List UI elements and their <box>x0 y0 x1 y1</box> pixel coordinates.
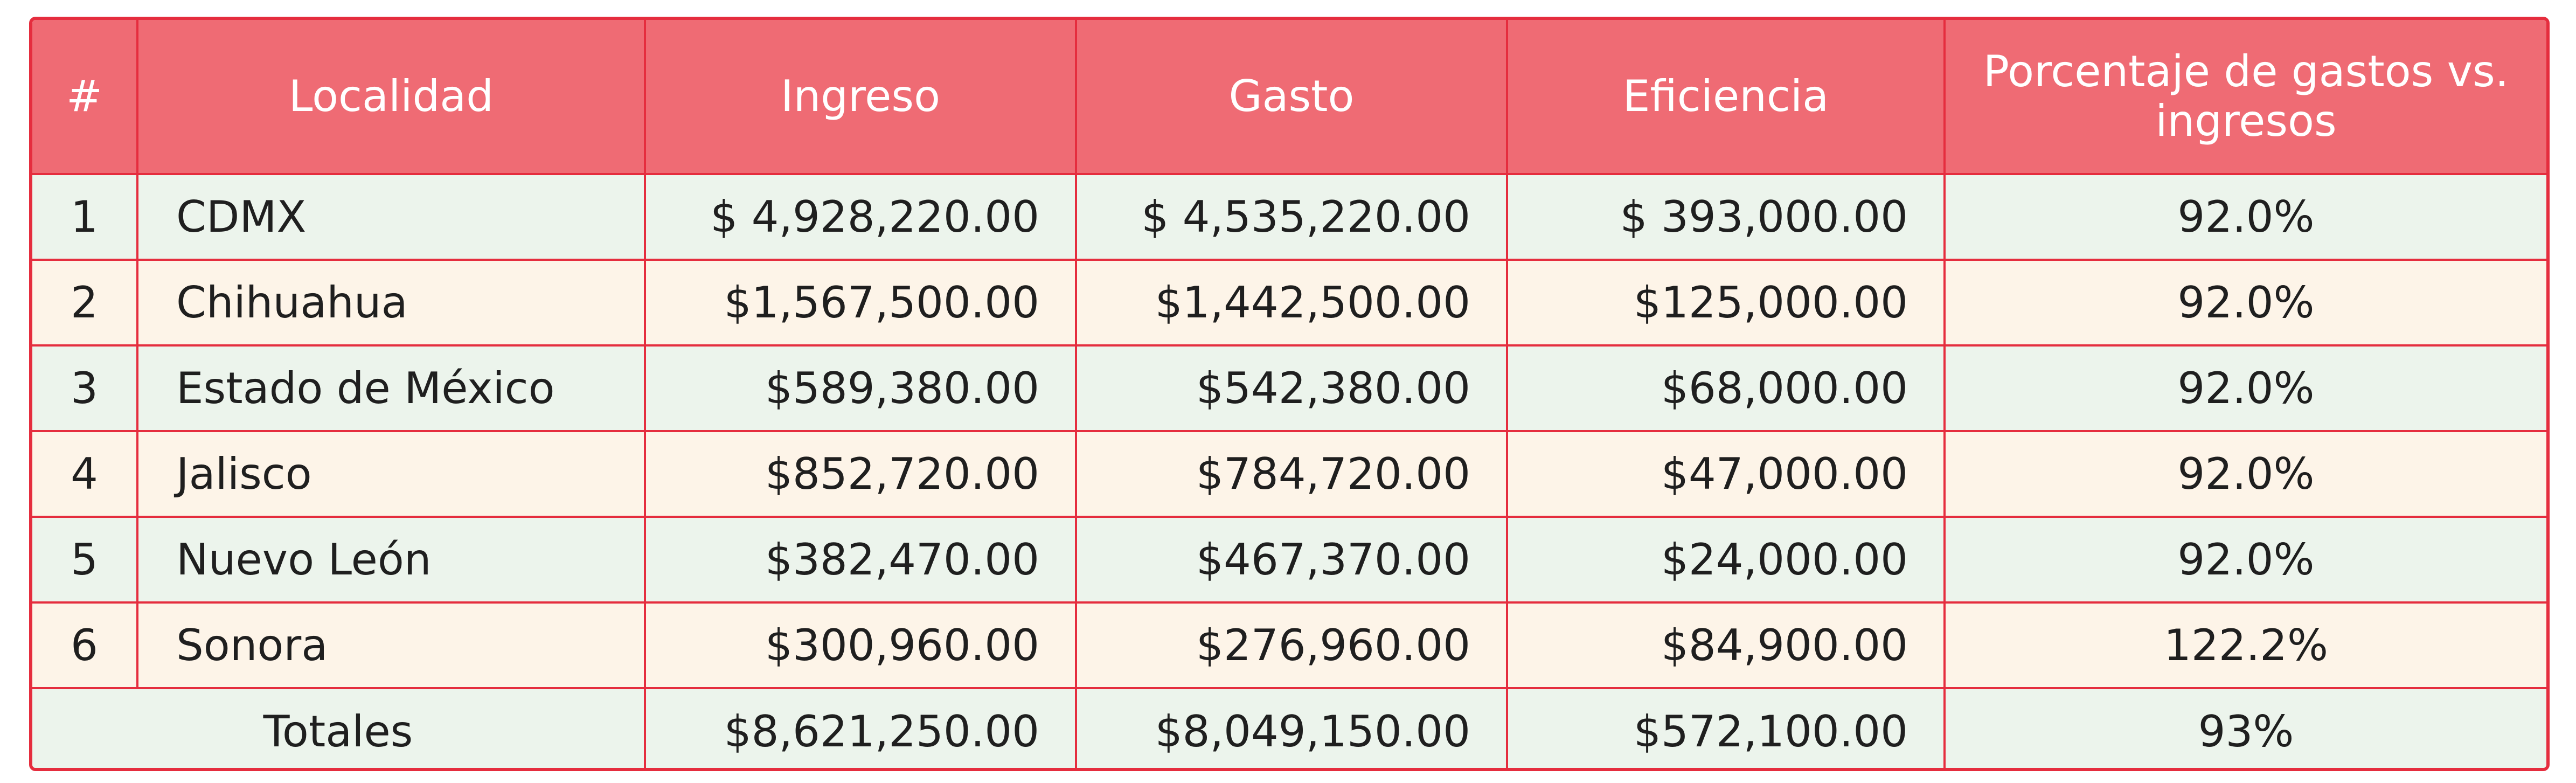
header-gasto: Gasto <box>1075 20 1508 175</box>
row-ingreso: $852,720.00 <box>644 430 1077 518</box>
row-num: 2 <box>32 259 138 347</box>
row-gasto: $542,380.00 <box>1075 344 1508 432</box>
row-eficiencia: $ 393,000.00 <box>1506 173 1946 261</box>
row-eficiencia: $84,900.00 <box>1506 601 1946 689</box>
table-row: 5 Nuevo León $382,470.00 $467,370.00 $24… <box>32 516 2546 604</box>
row-eficiencia: $24,000.00 <box>1506 516 1946 604</box>
totals-ingreso: $8,621,250.00 <box>644 687 1077 768</box>
row-porcentaje: 92.0% <box>1943 259 2546 347</box>
row-gasto: $276,960.00 <box>1075 601 1508 689</box>
row-localidad: Jalisco <box>136 430 646 518</box>
locality-table: # Localidad Ingreso Gasto Eficiencia Por… <box>32 20 2546 768</box>
totals-eficiencia: $572,100.00 <box>1506 687 1946 768</box>
row-gasto: $1,442,500.00 <box>1075 259 1508 347</box>
row-num: 5 <box>32 516 138 604</box>
table-row: 1 CDMX $ 4,928,220.00 $ 4,535,220.00 $ 3… <box>32 173 2546 261</box>
totals-gasto: $8,049,150.00 <box>1075 687 1508 768</box>
row-localidad: Chihuahua <box>136 259 646 347</box>
table-row: 4 Jalisco $852,720.00 $784,720.00 $47,00… <box>32 430 2546 518</box>
table-row: 6 Sonora $300,960.00 $276,960.00 $84,900… <box>32 601 2546 689</box>
row-localidad: Nuevo León <box>136 516 646 604</box>
table-row: 3 Estado de México $589,380.00 $542,380.… <box>32 344 2546 432</box>
header-ingreso: Ingreso <box>644 20 1077 175</box>
row-num: 1 <box>32 173 138 261</box>
row-num: 4 <box>32 430 138 518</box>
totals-label: Totales <box>32 687 646 768</box>
row-porcentaje: 122.2% <box>1943 601 2546 689</box>
data-table: # Localidad Ingreso Gasto Eficiencia Por… <box>29 17 2550 771</box>
totals-porcentaje: 93% <box>1943 687 2546 768</box>
row-porcentaje: 92.0% <box>1943 173 2546 261</box>
row-porcentaje: 92.0% <box>1943 344 2546 432</box>
row-localidad: Sonora <box>136 601 646 689</box>
row-ingreso: $589,380.00 <box>644 344 1077 432</box>
row-ingreso: $ 4,928,220.00 <box>644 173 1077 261</box>
header-eficiencia: Eficiencia <box>1506 20 1946 175</box>
row-localidad: CDMX <box>136 173 646 261</box>
totals-row: Totales $8,621,250.00 $8,049,150.00 $572… <box>32 687 2546 768</box>
header-num: # <box>32 20 138 175</box>
row-num: 3 <box>32 344 138 432</box>
row-ingreso: $300,960.00 <box>644 601 1077 689</box>
row-gasto: $ 4,535,220.00 <box>1075 173 1508 261</box>
row-eficiencia: $68,000.00 <box>1506 344 1946 432</box>
row-porcentaje: 92.0% <box>1943 516 2546 604</box>
row-porcentaje: 92.0% <box>1943 430 2546 518</box>
row-eficiencia: $125,000.00 <box>1506 259 1946 347</box>
row-gasto: $467,370.00 <box>1075 516 1508 604</box>
row-gasto: $784,720.00 <box>1075 430 1508 518</box>
row-eficiencia: $47,000.00 <box>1506 430 1946 518</box>
row-ingreso: $1,567,500.00 <box>644 259 1077 347</box>
header-porcentaje: Porcentaje de gastos vs. ingresos <box>1943 20 2546 175</box>
header-localidad: Localidad <box>136 20 646 175</box>
header-row: # Localidad Ingreso Gasto Eficiencia Por… <box>32 20 2546 175</box>
row-ingreso: $382,470.00 <box>644 516 1077 604</box>
table-row: 2 Chihuahua $1,567,500.00 $1,442,500.00 … <box>32 259 2546 347</box>
row-localidad: Estado de México <box>136 344 646 432</box>
row-num: 6 <box>32 601 138 689</box>
